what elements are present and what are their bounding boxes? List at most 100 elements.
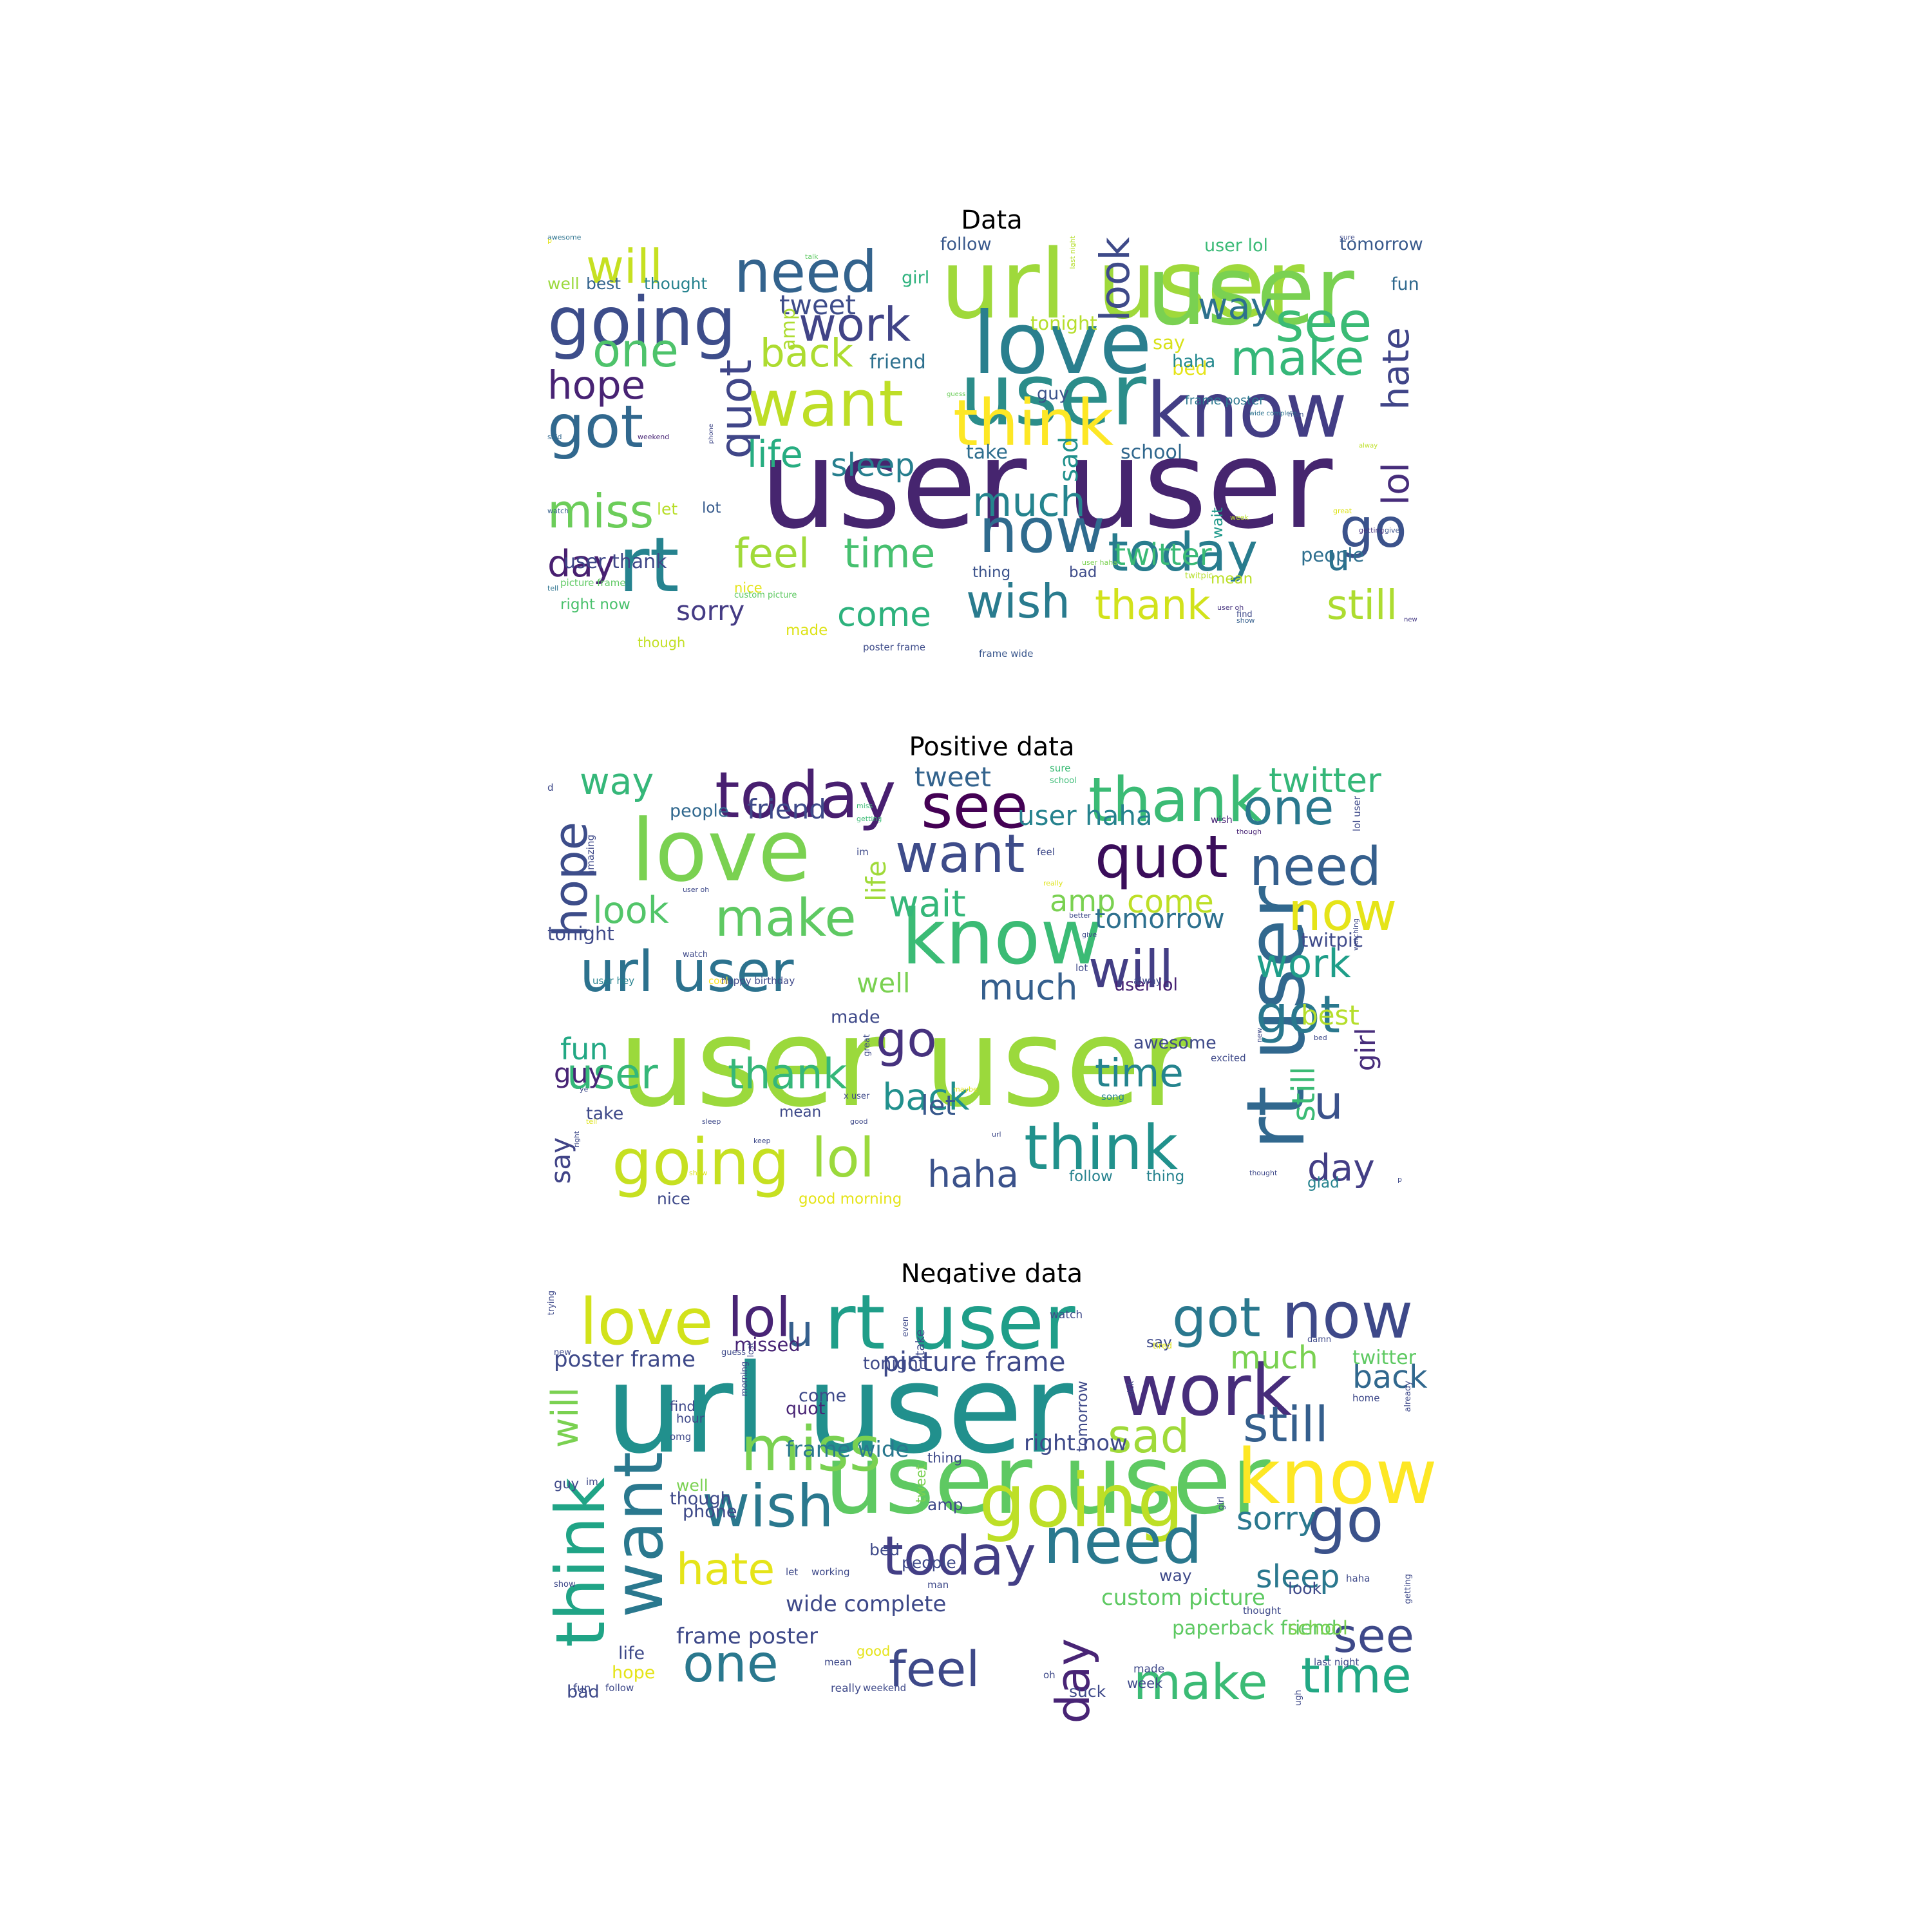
word-mark: hour xyxy=(676,1412,705,1426)
word-mark: see xyxy=(1275,290,1372,355)
wordcloud-negative-data: url user rt user user user know going work wan… xyxy=(541,1284,1443,1735)
word-mark: getting xyxy=(1359,526,1385,535)
word-mark: come xyxy=(1127,884,1214,920)
word-mark: sleep xyxy=(1256,1558,1340,1595)
word-mark: amp xyxy=(927,1495,963,1514)
word-mark: miss xyxy=(741,1414,881,1485)
word-mark: man xyxy=(1288,410,1304,419)
word-mark: week xyxy=(1127,1676,1163,1691)
word-mark: made xyxy=(1133,1663,1165,1676)
word-mark: best xyxy=(1301,999,1359,1031)
word-mark: way xyxy=(580,761,654,803)
word-mark: follow xyxy=(940,234,992,254)
word-mark: tell xyxy=(547,584,559,592)
word-mark: love xyxy=(580,1285,714,1359)
word-mark: alway xyxy=(1359,442,1378,450)
word-mark: awesome xyxy=(547,233,582,242)
word-mark: quot xyxy=(1095,824,1228,891)
panel-title-positive-data: Positive data xyxy=(909,732,1075,762)
word-mark: thing xyxy=(927,1450,963,1466)
word-mark: glad xyxy=(1307,1175,1340,1191)
word-mark: back xyxy=(760,330,853,376)
word-mark: p xyxy=(547,236,552,245)
word-mark: bad xyxy=(1069,564,1097,581)
word-mark: great xyxy=(862,1034,872,1057)
word-mark: ugh xyxy=(1294,1690,1303,1706)
word-mark: home xyxy=(1352,1392,1380,1404)
word-mark: oh xyxy=(1043,1669,1056,1681)
word-mark: week xyxy=(1230,513,1249,522)
word-mark: good morning xyxy=(799,1191,902,1208)
word-mark: give xyxy=(1385,526,1400,535)
word-mark: d xyxy=(547,782,554,793)
word-mark: see xyxy=(921,772,1028,842)
word-mark: really xyxy=(831,1682,861,1695)
word-mark: good xyxy=(850,1117,868,1126)
word-mark: come xyxy=(837,595,931,634)
word-mark: weekend xyxy=(863,1682,907,1694)
word-mark: picture frame xyxy=(560,577,626,589)
word-mark: need xyxy=(1249,837,1381,898)
word-mark: im xyxy=(586,1476,598,1488)
word-mark: url user xyxy=(580,939,794,1005)
word-mark: user oh xyxy=(1217,603,1244,612)
word-mark: time xyxy=(844,530,936,577)
word-mark: rt xyxy=(618,520,679,609)
word-mark: watching xyxy=(1352,918,1360,951)
word-mark: sleep xyxy=(831,447,915,484)
word-mark: go xyxy=(1340,497,1407,560)
word-mark: day xyxy=(547,543,615,585)
word-mark: song xyxy=(1101,1091,1125,1103)
word-mark: cool xyxy=(708,975,728,987)
word-mark: new xyxy=(1255,1028,1264,1043)
word-mark: x user xyxy=(844,1092,870,1101)
word-mark: friend xyxy=(747,793,826,825)
word-mark: hate xyxy=(1375,327,1417,410)
word-mark: will xyxy=(586,240,663,294)
word-mark: going xyxy=(979,1458,1184,1544)
word-mark: look xyxy=(1092,237,1139,322)
word-mark: one xyxy=(683,1634,779,1694)
word-mark: miss xyxy=(857,802,873,810)
word-mark: user oh xyxy=(683,886,710,894)
word-mark: sure xyxy=(1050,762,1071,774)
word-mark: keep xyxy=(753,1137,771,1145)
word-mark: fun xyxy=(573,1682,591,1695)
word-mark: phone xyxy=(683,1502,737,1522)
word-mark: love xyxy=(631,802,811,901)
word-mark: bed xyxy=(1172,357,1208,379)
word-mark: tweet xyxy=(913,1464,929,1503)
word-mark: think xyxy=(542,1477,620,1648)
word-mark: back xyxy=(882,1076,970,1119)
word-mark: lot xyxy=(1075,962,1088,974)
word-mark: watch xyxy=(1050,1309,1083,1321)
word-mark: work xyxy=(1256,941,1351,987)
word-mark: people xyxy=(902,1553,956,1572)
word-mark: new xyxy=(1404,616,1417,623)
word-mark: friend xyxy=(869,351,926,374)
word-mark: much xyxy=(979,967,1078,1008)
word-mark: look xyxy=(1288,1579,1322,1598)
word-mark: said xyxy=(547,433,562,441)
word-mark: poster frame xyxy=(863,641,926,653)
word-mark: going xyxy=(612,1126,790,1200)
word-mark: thought xyxy=(644,274,708,293)
word-mark: bad xyxy=(567,1682,600,1702)
word-mark: though xyxy=(638,635,686,650)
word-mark: damn xyxy=(1307,1335,1332,1345)
word-mark: hate xyxy=(676,1544,775,1595)
word-mark: u xyxy=(786,1306,814,1357)
word-mark: look xyxy=(592,889,669,932)
word-mark: right now xyxy=(560,596,630,613)
word-mark: user lol xyxy=(1114,975,1178,995)
word-mark: come xyxy=(799,1386,847,1406)
word-mark: day xyxy=(1046,1638,1100,1724)
word-mark: sad xyxy=(1054,437,1084,482)
word-mark: talk xyxy=(805,252,819,261)
word-mark: guess xyxy=(721,1348,746,1358)
word-mark: p xyxy=(1397,1175,1402,1184)
word-mark: nice xyxy=(657,1189,690,1208)
word-mark: take xyxy=(913,1329,927,1356)
word-mark: sure xyxy=(1340,233,1355,242)
word-mark: quot xyxy=(786,1399,826,1419)
